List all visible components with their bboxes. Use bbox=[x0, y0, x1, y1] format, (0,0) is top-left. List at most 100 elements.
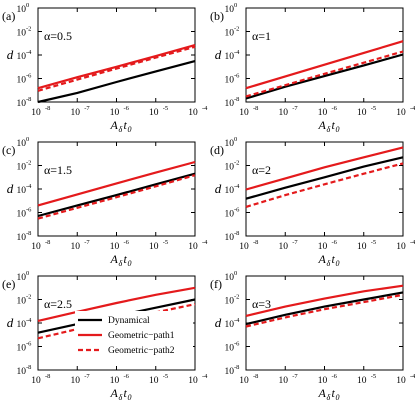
x-tick-label: 10 bbox=[31, 242, 41, 252]
x-axis-label-subscript-0: 0 bbox=[128, 393, 132, 402]
y-tick-label: 10 bbox=[17, 139, 27, 149]
x-tick-exponent: -5 bbox=[371, 239, 376, 246]
y-tick-exponent: -4 bbox=[234, 317, 240, 324]
x-tick-label: 10 bbox=[318, 376, 328, 386]
x-tick-exponent: -8 bbox=[253, 105, 258, 112]
x-tick-label: 10 bbox=[31, 376, 41, 386]
y-tick-label: 10 bbox=[225, 76, 235, 86]
x-tick-label: 10 bbox=[110, 242, 120, 252]
y-tick-label: 10 bbox=[17, 163, 27, 173]
y-tick-label: 10 bbox=[225, 320, 235, 330]
y-tick-label: 10 bbox=[17, 29, 27, 39]
x-tick-label: 10 bbox=[357, 108, 367, 118]
x-tick-label: 10 bbox=[71, 108, 81, 118]
x-tick-exponent: -7 bbox=[84, 373, 90, 380]
x-tick-exponent: -8 bbox=[253, 373, 258, 380]
y-tick-exponent: -4 bbox=[26, 317, 32, 324]
x-axis-label-t: t bbox=[124, 118, 128, 132]
x-tick-label: 10 bbox=[357, 242, 367, 252]
y-tick-exponent: -6 bbox=[234, 207, 240, 214]
y-tick-exponent: 0 bbox=[234, 136, 237, 143]
series-line bbox=[245, 146, 404, 191]
x-axis-label-subscript: δ bbox=[119, 393, 123, 402]
x-tick-exponent: -7 bbox=[292, 239, 298, 246]
y-tick-label: 10 bbox=[225, 210, 235, 220]
y-tick-exponent: -2 bbox=[26, 26, 31, 33]
y-tick-exponent: -2 bbox=[234, 294, 239, 301]
x-tick-exponent: -6 bbox=[124, 373, 130, 380]
panel-label: (f) bbox=[210, 277, 222, 291]
y-tick-exponent: -6 bbox=[26, 341, 32, 348]
x-axis-label-subscript: δ bbox=[119, 125, 123, 134]
y-tick-exponent: 0 bbox=[26, 270, 29, 277]
y-tick-exponent: -8 bbox=[26, 230, 31, 237]
x-tick-exponent: -8 bbox=[45, 239, 50, 246]
y-tick-exponent: -4 bbox=[26, 49, 32, 56]
y-tick-exponent: 0 bbox=[234, 270, 237, 277]
x-tick-label: 10 bbox=[110, 108, 120, 118]
y-tick-label: 10 bbox=[17, 297, 27, 307]
x-tick-exponent: -4 bbox=[202, 105, 208, 112]
panel-label: (e) bbox=[2, 277, 15, 291]
x-tick-label: 10 bbox=[188, 108, 198, 118]
y-axis-label: d bbox=[7, 47, 14, 62]
plot-frame bbox=[37, 7, 196, 103]
x-tick-label: 10 bbox=[396, 108, 406, 118]
panel-b: 10 -8 10 -7 10 -6 10 -5 10 -410 -810 -610 -410 -210 0d… bbox=[210, 2, 415, 134]
x-tick-label: 10 bbox=[239, 376, 249, 386]
panel-a: 10 -8 10 -7 10 -6 10 -5 10 -410 -810 -610 -410 -210 0d… bbox=[2, 2, 208, 134]
y-axis-label: d bbox=[7, 315, 14, 330]
y-tick-exponent: -6 bbox=[234, 341, 240, 348]
panel-d: 10 -8 10 -7 10 -6 10 -5 10 -410 -810 -610 -410 -210 0d… bbox=[210, 136, 415, 268]
y-tick-exponent: -8 bbox=[26, 96, 31, 103]
y-tick-exponent: -4 bbox=[234, 183, 240, 190]
y-tick-exponent: -4 bbox=[234, 49, 240, 56]
x-axis-label: A bbox=[110, 386, 119, 400]
x-tick-label: 10 bbox=[279, 242, 289, 252]
x-tick-label: 10 bbox=[149, 108, 159, 118]
x-tick-exponent: -7 bbox=[84, 105, 90, 112]
x-tick-label: 10 bbox=[31, 108, 41, 118]
x-axis-label-t: t bbox=[332, 252, 336, 266]
x-axis-label-subscript: δ bbox=[327, 259, 331, 268]
y-tick-label: 10 bbox=[225, 29, 235, 39]
y-tick-exponent: -2 bbox=[26, 294, 31, 301]
x-tick-label: 10 bbox=[396, 376, 406, 386]
x-tick-label: 10 bbox=[239, 108, 249, 118]
y-tick-label: 10 bbox=[225, 186, 235, 196]
x-axis-label: A bbox=[110, 252, 119, 266]
x-tick-exponent: -6 bbox=[124, 105, 130, 112]
x-tick-label: 10 bbox=[318, 242, 328, 252]
y-tick-exponent: -8 bbox=[234, 230, 239, 237]
y-tick-label: 10 bbox=[17, 76, 27, 86]
legend-entry: Dynamical bbox=[108, 316, 150, 326]
x-tick-exponent: -4 bbox=[410, 105, 415, 112]
x-tick-label: 10 bbox=[396, 242, 406, 252]
x-tick-exponent: -7 bbox=[292, 373, 298, 380]
legend: Dynamical Geometric−path1 Geometric−path2 bbox=[75, 311, 193, 361]
y-tick-label: 10 bbox=[17, 210, 27, 220]
series-line bbox=[37, 286, 196, 322]
panel-label: (d) bbox=[210, 143, 224, 157]
x-axis-label: A bbox=[318, 386, 327, 400]
x-tick-exponent: -4 bbox=[410, 373, 415, 380]
panel-label: (b) bbox=[210, 9, 224, 23]
series-line bbox=[245, 162, 404, 208]
alpha-annotation: α=1.5 bbox=[44, 163, 72, 177]
y-tick-exponent: -8 bbox=[234, 364, 239, 371]
series-line bbox=[245, 40, 404, 90]
x-tick-exponent: -7 bbox=[292, 105, 298, 112]
x-axis-label-t: t bbox=[124, 386, 128, 400]
x-tick-label: 10 bbox=[279, 108, 289, 118]
y-tick-label: 10 bbox=[17, 320, 27, 330]
y-axis-label: d bbox=[215, 315, 222, 330]
x-tick-label: 10 bbox=[188, 242, 198, 252]
series-line bbox=[245, 50, 404, 98]
series-line bbox=[245, 156, 404, 200]
plot-frame bbox=[245, 141, 404, 237]
panel-c: 10 -8 10 -7 10 -6 10 -5 10 -410 -810 -610 -410 -210 0d… bbox=[2, 136, 208, 268]
plot-frame bbox=[37, 141, 196, 237]
series-line bbox=[37, 45, 196, 92]
alpha-annotation: α=3 bbox=[252, 297, 271, 311]
x-tick-exponent: -5 bbox=[163, 373, 168, 380]
